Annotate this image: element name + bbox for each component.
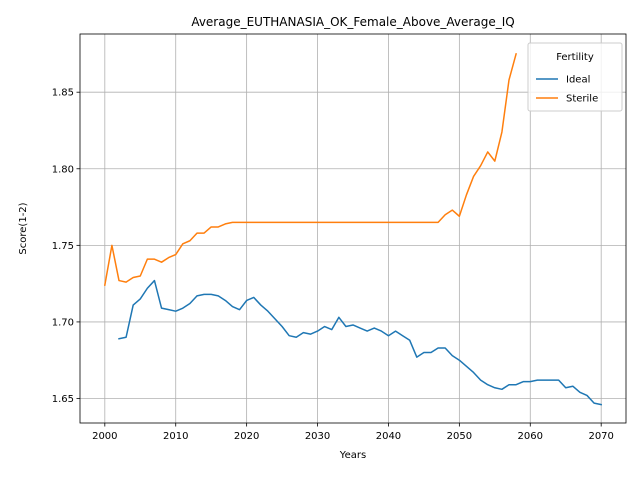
x-tick-label: 2060	[518, 431, 543, 442]
y-tick-label: 1.85	[52, 88, 74, 99]
legend: Fertility Ideal Sterile	[527, 42, 623, 112]
x-axis-label: Years	[339, 450, 366, 461]
chart-title: Average_EUTHANASIA_OK_Female_Above_Avera…	[191, 15, 514, 29]
y-axis-label: Score(1-2)	[18, 202, 29, 254]
plot-area-frame	[79, 33, 627, 424]
legend-label-sterile: Sterile	[566, 94, 598, 105]
x-tick-label: 2020	[234, 431, 259, 442]
legend-box	[527, 42, 623, 112]
x-tick-label: 2070	[588, 431, 613, 442]
x-tick-label: 2050	[447, 431, 472, 442]
y-tick-label: 1.80	[52, 164, 74, 175]
y-tick-label: 1.70	[52, 317, 74, 328]
x-tick-label: 2000	[92, 431, 117, 442]
x-axis-ticks: 2000 2010 2020 2030 2040 2050 2060 2070	[92, 423, 614, 442]
legend-label-ideal: Ideal	[566, 75, 590, 86]
x-tick-label: 2010	[163, 431, 188, 442]
legend-title: Fertility	[556, 52, 594, 63]
series-line-sterile	[103, 52, 518, 287]
y-tick-label: 1.65	[52, 394, 74, 405]
series-line-ideal	[118, 279, 603, 406]
x-tick-label: 2040	[376, 431, 401, 442]
y-tick-label: 1.75	[52, 241, 74, 252]
x-tick-label: 2030	[305, 431, 330, 442]
y-axis-ticks: 1.65 1.70 1.75 1.80 1.85	[52, 88, 80, 405]
series-layer	[103, 52, 603, 406]
legend-items: Ideal Sterile	[536, 75, 598, 105]
